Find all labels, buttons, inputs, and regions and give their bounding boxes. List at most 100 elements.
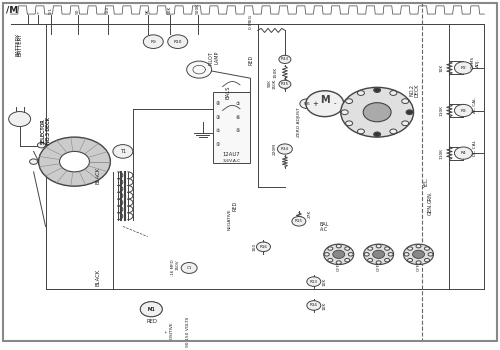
Text: RED: RED bbox=[146, 318, 157, 324]
Text: T1: T1 bbox=[120, 149, 126, 154]
Circle shape bbox=[300, 99, 314, 108]
Text: SELECTOR
NO.3 DECK: SELECTOR NO.3 DECK bbox=[40, 118, 51, 145]
Text: BLACK: BLACK bbox=[96, 269, 100, 286]
Text: RED: RED bbox=[249, 54, 254, 64]
Text: BATTERY: BATTERY bbox=[17, 33, 22, 56]
Text: 10K: 10K bbox=[322, 278, 326, 286]
Circle shape bbox=[358, 129, 364, 134]
Circle shape bbox=[376, 261, 381, 264]
Circle shape bbox=[38, 142, 46, 148]
Circle shape bbox=[144, 35, 163, 49]
Text: NO.2
DECK: NO.2 DECK bbox=[409, 83, 420, 97]
Text: 90K: 90K bbox=[168, 6, 172, 14]
Circle shape bbox=[324, 253, 330, 256]
Circle shape bbox=[306, 91, 344, 117]
Text: SELECTOR
NO.3 DECK: SELECTOR NO.3 DECK bbox=[40, 118, 51, 145]
Text: DC CAL: DC CAL bbox=[474, 140, 478, 156]
Text: R14: R14 bbox=[310, 303, 318, 307]
Text: 10K: 10K bbox=[322, 301, 326, 310]
Text: R9: R9 bbox=[150, 40, 156, 44]
Text: 3-6V.A.C: 3-6V.A.C bbox=[222, 159, 240, 163]
Circle shape bbox=[390, 91, 397, 96]
Text: GRN.: GRN. bbox=[428, 190, 433, 203]
Circle shape bbox=[402, 99, 408, 104]
Text: R16: R16 bbox=[260, 245, 268, 249]
Text: 27K: 27K bbox=[308, 209, 312, 218]
Circle shape bbox=[346, 121, 352, 126]
Text: ⑤: ⑤ bbox=[236, 128, 240, 133]
Circle shape bbox=[406, 110, 413, 114]
Text: OFF: OFF bbox=[376, 263, 380, 271]
Text: 90-150 VOLTS: 90-150 VOLTS bbox=[186, 317, 190, 347]
Circle shape bbox=[278, 144, 292, 154]
Circle shape bbox=[390, 129, 397, 134]
Circle shape bbox=[140, 302, 162, 317]
Circle shape bbox=[416, 261, 421, 264]
Circle shape bbox=[140, 302, 162, 317]
Text: OHMS
ADJ.: OHMS ADJ. bbox=[471, 56, 480, 69]
Circle shape bbox=[344, 258, 350, 262]
Circle shape bbox=[454, 147, 472, 159]
Text: 900K: 900K bbox=[196, 4, 200, 14]
Text: R15: R15 bbox=[295, 219, 303, 223]
Circle shape bbox=[368, 247, 372, 250]
Circle shape bbox=[412, 250, 424, 258]
Text: 10K: 10K bbox=[440, 64, 444, 72]
Circle shape bbox=[324, 244, 354, 265]
Circle shape bbox=[424, 247, 430, 250]
Circle shape bbox=[374, 88, 380, 92]
Text: W6: W6 bbox=[304, 102, 310, 106]
Text: BLACK: BLACK bbox=[96, 167, 100, 184]
Text: 90K
150K: 90K 150K bbox=[268, 79, 276, 90]
Circle shape bbox=[358, 91, 364, 96]
Circle shape bbox=[181, 262, 197, 273]
Circle shape bbox=[292, 217, 306, 226]
Circle shape bbox=[328, 258, 333, 262]
Circle shape bbox=[346, 99, 352, 104]
Text: GEN.: GEN. bbox=[428, 202, 433, 215]
Text: 150K: 150K bbox=[274, 66, 278, 78]
Text: RED: RED bbox=[232, 201, 237, 211]
Text: YEL.: YEL. bbox=[424, 177, 430, 188]
Text: 110K: 110K bbox=[440, 148, 444, 159]
Text: 900: 900 bbox=[106, 6, 110, 14]
Circle shape bbox=[256, 242, 270, 252]
Circle shape bbox=[333, 250, 344, 258]
Circle shape bbox=[454, 104, 472, 117]
Circle shape bbox=[374, 132, 380, 137]
Circle shape bbox=[168, 35, 188, 49]
Circle shape bbox=[416, 244, 421, 248]
Text: ③: ③ bbox=[216, 115, 220, 120]
Circle shape bbox=[186, 61, 212, 78]
Text: ZERO ADJUST: ZERO ADJUST bbox=[297, 108, 301, 137]
Text: ⑥: ⑥ bbox=[236, 115, 240, 120]
Text: R35: R35 bbox=[281, 82, 289, 86]
Circle shape bbox=[374, 88, 380, 92]
Text: 9K: 9K bbox=[146, 9, 150, 14]
Text: M1: M1 bbox=[148, 307, 155, 312]
Text: -: - bbox=[26, 13, 30, 14]
Circle shape bbox=[408, 247, 412, 250]
Text: NEGATIVE: NEGATIVE bbox=[228, 209, 232, 230]
Circle shape bbox=[384, 247, 390, 250]
Circle shape bbox=[336, 261, 341, 264]
Text: A.C: A.C bbox=[320, 227, 328, 232]
Text: R3: R3 bbox=[460, 108, 466, 112]
Circle shape bbox=[406, 110, 412, 114]
Circle shape bbox=[424, 258, 430, 262]
Text: 90: 90 bbox=[76, 9, 80, 14]
Text: 0 MEG: 0 MEG bbox=[250, 15, 254, 29]
Circle shape bbox=[348, 253, 353, 256]
Text: R4: R4 bbox=[460, 151, 466, 155]
Circle shape bbox=[30, 159, 38, 164]
Circle shape bbox=[364, 244, 394, 265]
Text: OFF: OFF bbox=[416, 263, 420, 271]
Text: ④: ④ bbox=[216, 101, 220, 106]
Text: R34: R34 bbox=[281, 147, 289, 151]
Text: BALS: BALS bbox=[225, 85, 230, 98]
Circle shape bbox=[8, 112, 30, 127]
Text: R2: R2 bbox=[460, 66, 466, 70]
Text: ①: ① bbox=[216, 142, 220, 147]
Text: +: + bbox=[312, 101, 318, 107]
Text: .16 MFD
150V: .16 MFD 150V bbox=[170, 260, 179, 276]
